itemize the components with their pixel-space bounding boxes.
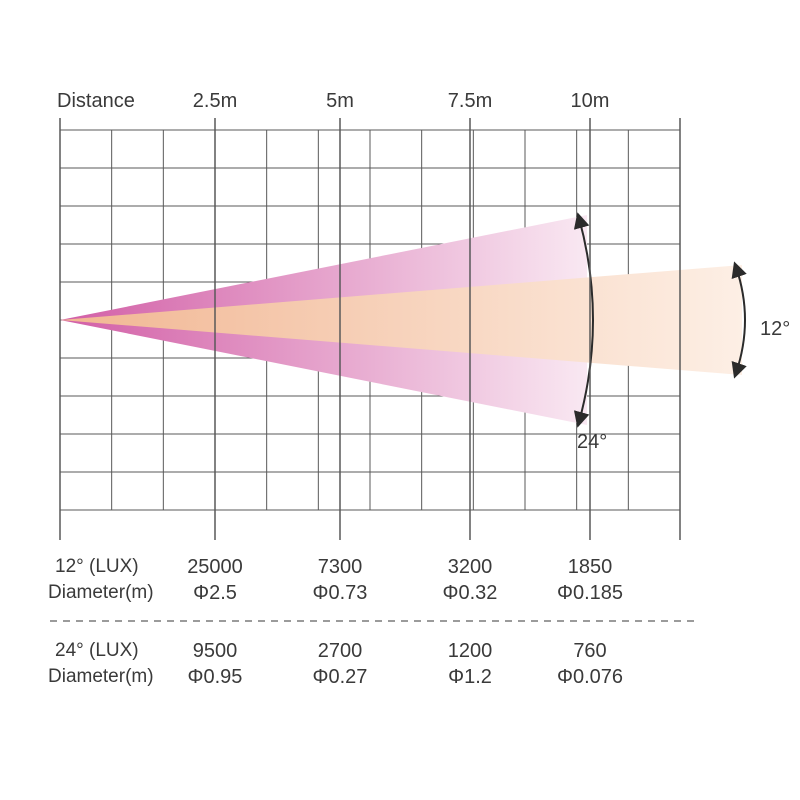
- lux24-cell: 760: [540, 640, 640, 663]
- lux24-cell: 1200: [420, 640, 520, 663]
- angle-24-label: 24°: [577, 431, 607, 454]
- angle-12-label: 12°: [760, 318, 790, 341]
- dia12-cell: Φ0.32: [420, 582, 520, 605]
- dia24-cell: Φ0.076: [540, 666, 640, 689]
- distance-value: 7.5m: [430, 90, 510, 113]
- distance-header: Distance: [57, 90, 135, 113]
- row-label-dia12: Diameter(m): [48, 582, 154, 604]
- lux24-cell: 2700: [290, 640, 390, 663]
- dia12-cell: Φ0.73: [290, 582, 390, 605]
- dia24-cell: Φ0.27: [290, 666, 390, 689]
- beam-cones: [60, 215, 742, 425]
- lux12-cell: 1850: [540, 556, 640, 579]
- lux12-cell: 25000: [165, 556, 265, 579]
- row-label-lux12: 12° (LUX): [55, 556, 139, 578]
- row-label-lux24: 24° (LUX): [55, 640, 139, 662]
- distance-value: 5m: [300, 90, 380, 113]
- lux12-cell: 3200: [420, 556, 520, 579]
- dia24-cell: Φ0.95: [165, 666, 265, 689]
- dia12-cell: Φ0.185: [540, 582, 640, 605]
- lux24-cell: 9500: [165, 640, 265, 663]
- dia24-cell: Φ1.2: [420, 666, 520, 689]
- dia12-cell: Φ2.5: [165, 582, 265, 605]
- distance-value: 10m: [550, 90, 630, 113]
- lux12-cell: 7300: [290, 556, 390, 579]
- distance-value: 2.5m: [175, 90, 255, 113]
- row-label-dia24: Diameter(m): [48, 666, 154, 688]
